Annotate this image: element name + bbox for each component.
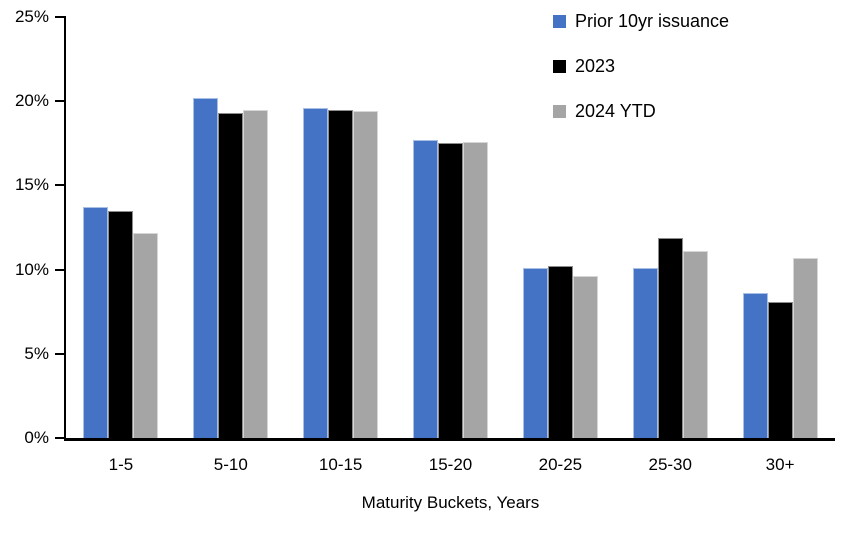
bar <box>83 207 109 438</box>
y-tick-mark <box>55 352 66 355</box>
legend-swatch-icon <box>553 14 566 28</box>
bar <box>243 109 269 438</box>
bar <box>413 139 438 438</box>
bar <box>463 141 488 438</box>
y-tick-mark <box>55 437 66 439</box>
y-axis-label: 0% <box>24 428 49 447</box>
bar <box>218 113 244 438</box>
y-tick-mark <box>55 268 66 271</box>
bar-group-1-5 <box>66 17 176 438</box>
bar <box>353 111 379 438</box>
x-axis-labels: 1-5 5-10 10-15 15-20 20-25 25-30 30+ <box>66 455 835 475</box>
y-tick-mark <box>55 184 66 187</box>
bar-group-20-25 <box>505 17 615 438</box>
bar <box>572 276 598 438</box>
legend-label: 2023 <box>575 56 616 76</box>
legend-item: 2023 <box>553 54 729 78</box>
bar <box>328 109 354 438</box>
x-axis-title: Maturity Buckets, Years <box>361 493 540 512</box>
x-axis-label: 1-5 <box>108 455 134 474</box>
x-axis-label: 10-15 <box>318 455 363 474</box>
legend-label: Prior 10yr issuance <box>575 11 730 31</box>
bar-group-5-10 <box>176 17 286 438</box>
x-axis-label: 15-20 <box>428 455 473 474</box>
bar <box>133 232 159 438</box>
x-axis-label: 20-25 <box>538 455 583 474</box>
bar <box>632 267 658 438</box>
bar <box>193 97 219 438</box>
bar <box>767 301 793 438</box>
bar <box>657 237 683 438</box>
legend-label: 2024 YTD <box>575 101 656 121</box>
bar-group-10-15 <box>286 17 396 438</box>
x-axis-label: 25-30 <box>648 455 692 474</box>
bar <box>438 143 463 438</box>
y-axis-label: 15% <box>14 175 49 195</box>
legend-item: 2024 YTD <box>553 99 729 123</box>
bar <box>682 251 708 438</box>
bar <box>522 267 548 438</box>
y-axis-label: 5% <box>24 343 49 363</box>
bar-group-30+ <box>725 17 835 438</box>
bar <box>547 266 573 438</box>
plot-area: 25% 20% 15% 10% 5% 0% 1-5 5-10 10-15 15-20 20-25 2… <box>15 7 835 512</box>
legend-swatch-icon <box>553 59 566 73</box>
bar <box>303 107 329 438</box>
legend-swatch-icon <box>553 104 566 118</box>
y-tick-mark <box>55 16 66 18</box>
bar-group-15-20 <box>396 17 506 438</box>
y-axis-label: 20% <box>14 91 49 111</box>
bar <box>108 210 134 438</box>
legend-item: Prior 10yr issuance <box>553 9 729 33</box>
legend: Prior 10yr issuance 2023 2024 YTD <box>553 9 729 123</box>
y-axis-label: 25% <box>14 7 49 26</box>
y-tick-mark <box>55 100 66 103</box>
y-axis-label: 10% <box>14 259 49 279</box>
bar <box>742 293 768 438</box>
bar <box>792 257 818 438</box>
bar-group-25-30 <box>615 17 725 438</box>
bar-groups <box>66 17 835 438</box>
x-axis-label: 5-10 <box>213 455 248 474</box>
x-axis-label: 30+ <box>765 455 795 474</box>
